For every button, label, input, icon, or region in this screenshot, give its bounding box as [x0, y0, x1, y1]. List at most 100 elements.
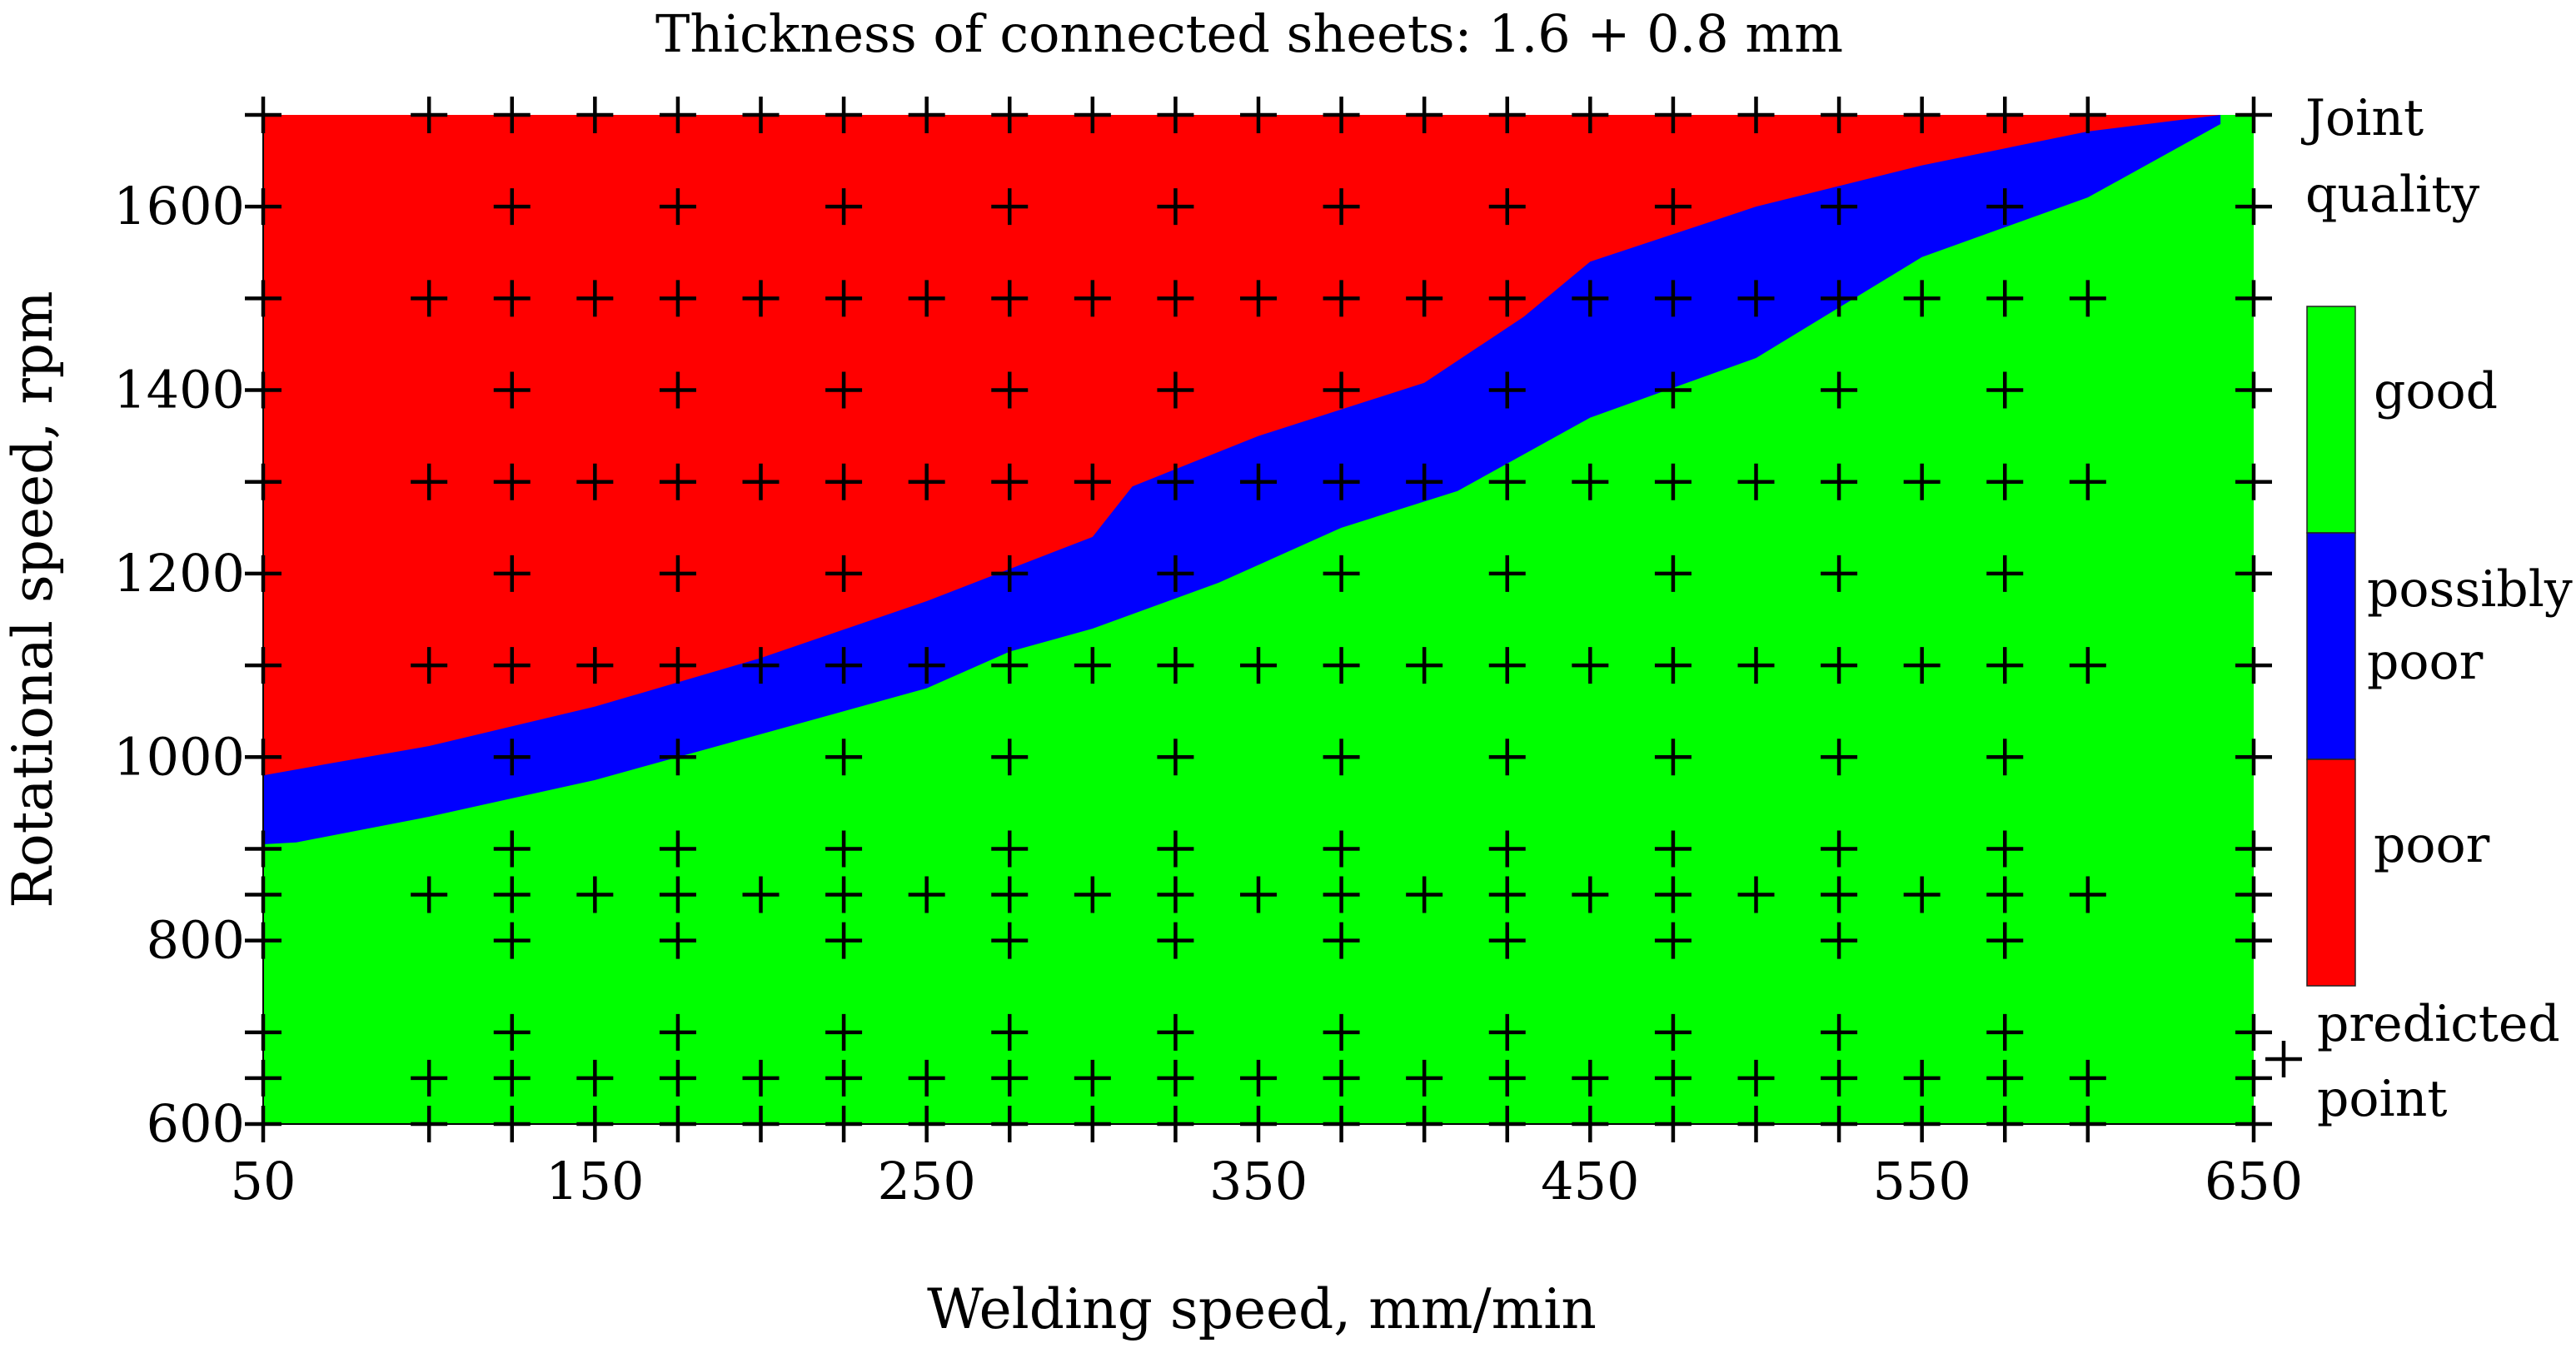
predicted-point-marker: [2235, 1013, 2272, 1051]
predicted-point-marker: [1074, 1059, 1111, 1097]
predicted-point-marker: [659, 647, 696, 684]
predicted-point-marker: [659, 739, 696, 776]
predicted-point-marker: [1986, 647, 2024, 684]
predicted-point-marker: [1323, 280, 1360, 317]
predicted-point-marker: [991, 1013, 1029, 1051]
predicted-point-marker: [1654, 739, 1692, 776]
predicted-point-marker: [1323, 876, 1360, 913]
predicted-point-marker: [1572, 463, 1609, 500]
predicted-point-marker: [1986, 739, 2024, 776]
predicted-point-marker: [991, 280, 1029, 317]
predicted-point-marker: [1821, 830, 1858, 868]
predicted-point-marker: [1323, 1059, 1360, 1097]
predicted-point-marker: [1323, 647, 1360, 684]
legend-label-good: good: [2374, 362, 2498, 420]
legend-swatch-good: [2306, 306, 2356, 534]
predicted-point-marker: [1821, 280, 1858, 317]
predicted-point-marker: [1986, 463, 2024, 500]
predicted-point-marker: [493, 555, 531, 592]
predicted-point-marker: [1821, 876, 1858, 913]
predicted-point-marker: [1157, 876, 1194, 913]
predicted-point-marker: [2235, 555, 2272, 592]
predicted-point-marker: [991, 739, 1029, 776]
legend-marker-sample: [2265, 1041, 2302, 1077]
predicted-point-marker: [1323, 371, 1360, 409]
predicted-point-marker: [411, 280, 448, 317]
predicted-point-marker: [1986, 1059, 2024, 1097]
predicted-point-marker: [1903, 463, 1941, 500]
predicted-point-marker: [1737, 463, 1775, 500]
predicted-point-marker: [1903, 280, 1941, 317]
predicted-point-marker: [908, 97, 945, 133]
x-axis: 50 150 250 350 450 550 650: [231, 1123, 2303, 1211]
predicted-point-marker: [825, 280, 863, 317]
predicted-point-marker: [991, 1059, 1029, 1097]
predicted-point-marker: [742, 1059, 780, 1097]
predicted-point-marker: [1821, 463, 1858, 500]
predicted-point-marker: [1654, 97, 1692, 133]
predicted-point-marker: [493, 280, 531, 317]
predicted-point-marker: [1654, 1059, 1692, 1097]
predicted-point-marker: [991, 555, 1029, 592]
predicted-point-marker: [1821, 555, 1858, 592]
predicted-point-marker: [991, 647, 1029, 684]
predicted-point-marker: [1821, 371, 1858, 409]
x-tick-label: 350: [1209, 1151, 1308, 1211]
predicted-point-marker: [2235, 830, 2272, 868]
predicted-point-marker: [1654, 371, 1692, 409]
predicted-point-marker: [1821, 922, 1858, 959]
predicted-point-marker: [493, 830, 531, 868]
predicted-point-marker: [1488, 1013, 1526, 1051]
x-tick-label: 450: [1541, 1151, 1639, 1211]
predicted-point-marker: [825, 97, 863, 133]
predicted-point-marker: [659, 280, 696, 317]
chart-title: Thickness of connected sheets: 1.6 + 0.8…: [655, 3, 1843, 64]
x-tick-label: 150: [546, 1151, 644, 1211]
predicted-point-marker: [659, 188, 696, 226]
predicted-point-marker: [991, 463, 1029, 500]
predicted-point-marker: [1986, 188, 2024, 226]
predicted-point-marker: [1240, 463, 1277, 500]
predicted-point-marker: [1654, 188, 1692, 226]
predicted-point-marker: [991, 922, 1029, 959]
predicted-point-marker: [1903, 876, 1941, 913]
x-tick-label: 250: [877, 1151, 975, 1211]
legend-swatch-poor: [2306, 759, 2356, 987]
predicted-point-marker: [1323, 555, 1360, 592]
predicted-point-marker: [493, 188, 531, 226]
predicted-point-marker: [576, 876, 614, 913]
predicted-point-marker: [1157, 1013, 1194, 1051]
predicted-point-marker: [1821, 1013, 1858, 1051]
x-axis-label: Welding speed, mm/min: [927, 1277, 1597, 1341]
predicted-point-marker: [1903, 1059, 1941, 1097]
predicted-point-marker: [659, 1013, 696, 1051]
predicted-point-marker: [1488, 647, 1526, 684]
predicted-point-marker: [1572, 1059, 1609, 1097]
predicted-point-marker: [1240, 647, 1277, 684]
predicted-point-marker: [742, 876, 780, 913]
predicted-point-marker: [1488, 876, 1526, 913]
predicted-point-marker: [1986, 371, 2024, 409]
predicted-point-marker: [1654, 876, 1692, 913]
y-tick-label: 1600: [113, 176, 245, 236]
predicted-point-marker: [1737, 1059, 1775, 1097]
predicted-point-marker: [1986, 922, 2024, 959]
predicted-point-marker: [1406, 876, 1443, 913]
predicted-point-marker: [411, 97, 448, 133]
predicted-point-marker: [1488, 922, 1526, 959]
predicted-point-marker: [908, 1059, 945, 1097]
predicted-point-marker: [1986, 555, 2024, 592]
legend-label-poor: poor: [2374, 816, 2490, 874]
predicted-point-marker: [2235, 739, 2272, 776]
predicted-point-marker: [1157, 97, 1194, 133]
predicted-point-marker: [493, 876, 531, 913]
predicted-point-marker: [1821, 1059, 1858, 1097]
predicted-point-marker: [2235, 463, 2272, 500]
predicted-point-marker: [1488, 830, 1526, 868]
predicted-point-marker: [493, 371, 531, 409]
predicted-point-marker: [576, 97, 614, 133]
predicted-point-marker: [659, 922, 696, 959]
predicted-point-marker: [1157, 463, 1194, 500]
predicted-point-marker: [1737, 97, 1775, 133]
predicted-point-marker: [1986, 97, 2024, 133]
